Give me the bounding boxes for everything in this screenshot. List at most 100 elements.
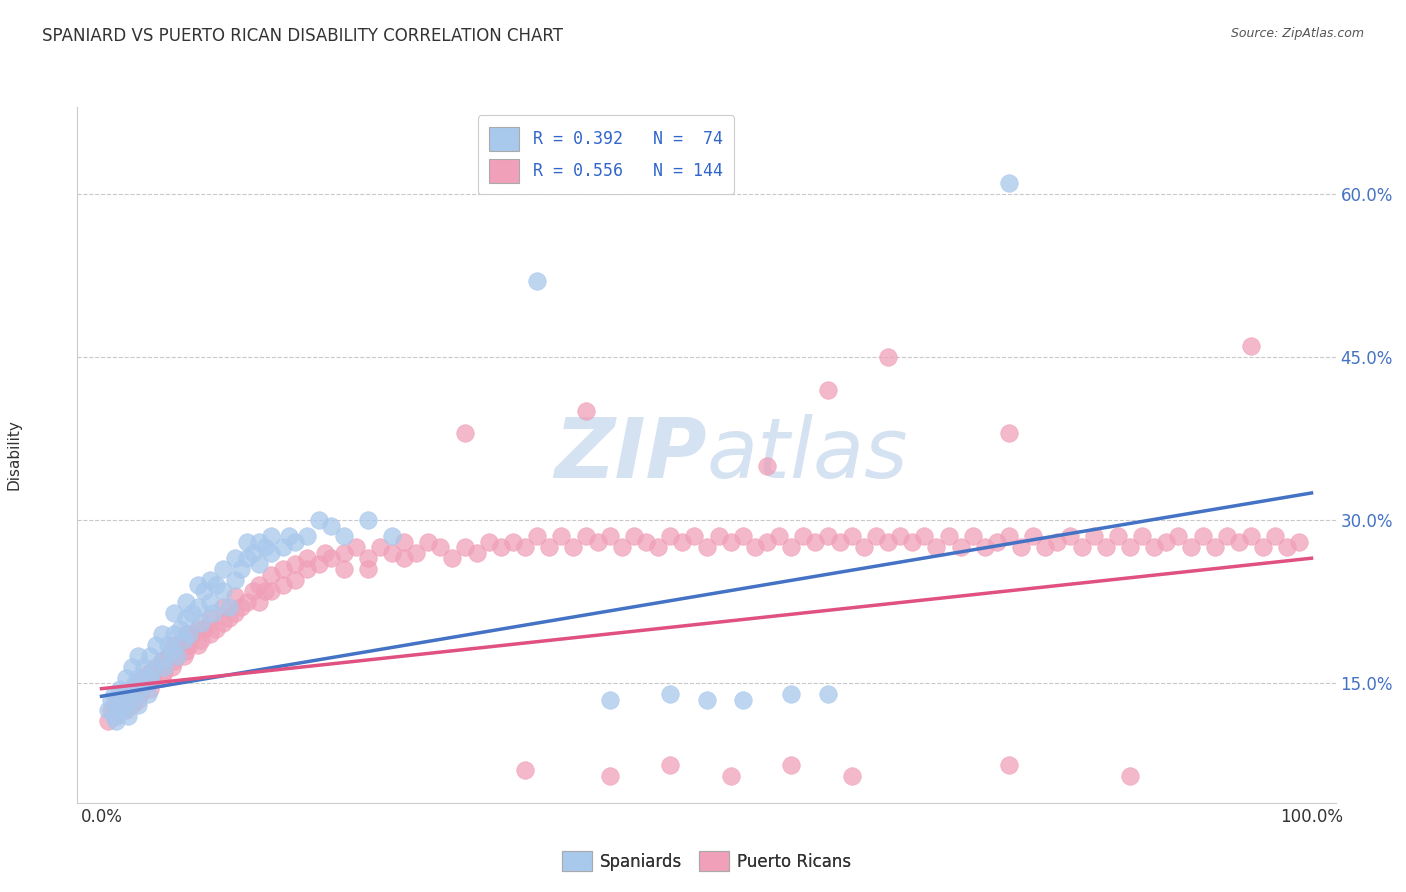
Point — [1119, 541, 1142, 555]
Point — [141, 665, 163, 680]
Point — [190, 632, 212, 647]
Point — [780, 687, 803, 701]
Point — [308, 513, 330, 527]
Point — [200, 595, 222, 609]
Point — [112, 687, 135, 701]
Point — [599, 529, 621, 543]
Text: ZIP: ZIP — [554, 415, 707, 495]
Point — [177, 627, 200, 641]
Point — [201, 606, 224, 620]
Point — [108, 698, 131, 712]
Point — [1204, 541, 1226, 555]
Point — [912, 529, 935, 543]
Point — [150, 671, 173, 685]
Point — [659, 687, 682, 701]
Point — [108, 703, 131, 717]
Point — [174, 611, 197, 625]
Point — [205, 578, 228, 592]
Point — [1059, 529, 1081, 543]
Point — [623, 529, 645, 543]
Point — [599, 692, 621, 706]
Point — [166, 648, 188, 663]
Point — [659, 529, 682, 543]
Point — [1191, 529, 1213, 543]
Point — [169, 638, 191, 652]
Point — [756, 534, 779, 549]
Point — [271, 541, 294, 555]
Point — [453, 426, 475, 441]
Point — [1130, 529, 1153, 543]
Point — [97, 703, 120, 717]
Point — [357, 551, 380, 566]
Point — [253, 541, 276, 555]
Point — [260, 546, 283, 560]
Point — [235, 534, 257, 549]
Point — [229, 562, 252, 576]
Point — [127, 648, 149, 663]
Point — [117, 708, 139, 723]
Legend: Spaniards, Puerto Ricans: Spaniards, Puerto Ricans — [555, 845, 858, 878]
Point — [108, 681, 131, 696]
Point — [193, 583, 215, 598]
Point — [1277, 541, 1299, 555]
Point — [136, 676, 159, 690]
Point — [998, 757, 1021, 772]
Point — [792, 529, 814, 543]
Point — [114, 687, 136, 701]
Point — [489, 541, 512, 555]
Point — [925, 541, 948, 555]
Point — [105, 708, 128, 723]
Point — [139, 648, 162, 663]
Point — [889, 529, 911, 543]
Point — [308, 557, 330, 571]
Point — [513, 541, 536, 555]
Point — [187, 600, 209, 615]
Point — [526, 274, 548, 288]
Point — [1240, 339, 1263, 353]
Point — [211, 562, 233, 576]
Point — [124, 676, 146, 690]
Point — [1119, 769, 1142, 783]
Point — [271, 578, 294, 592]
Point — [478, 534, 501, 549]
Point — [332, 546, 354, 560]
Point — [1046, 534, 1069, 549]
Point — [683, 529, 706, 543]
Point — [297, 562, 319, 576]
Text: SPANIARD VS PUERTO RICAN DISABILITY CORRELATION CHART: SPANIARD VS PUERTO RICAN DISABILITY CORR… — [42, 27, 564, 45]
Point — [139, 665, 162, 680]
Point — [124, 687, 146, 701]
Point — [344, 541, 367, 555]
Point — [1251, 541, 1274, 555]
Point — [235, 551, 257, 566]
Point — [260, 583, 283, 598]
Point — [1288, 534, 1310, 549]
Point — [973, 541, 995, 555]
Point — [332, 562, 354, 576]
Point — [114, 703, 136, 717]
Point — [938, 529, 960, 543]
Point — [357, 513, 380, 527]
Point — [200, 611, 222, 625]
Point — [381, 529, 404, 543]
Point — [187, 578, 209, 592]
Point — [181, 627, 204, 641]
Point — [108, 692, 131, 706]
Point — [181, 606, 204, 620]
Point — [224, 551, 246, 566]
Point — [150, 655, 173, 669]
Point — [145, 638, 167, 652]
Point — [200, 627, 222, 641]
Point — [160, 643, 183, 657]
Point — [1216, 529, 1239, 543]
Point — [586, 534, 609, 549]
Point — [211, 600, 233, 615]
Point — [780, 541, 803, 555]
Point — [1180, 541, 1202, 555]
Point — [671, 534, 693, 549]
Point — [187, 638, 209, 652]
Point — [986, 534, 1008, 549]
Point — [1022, 529, 1045, 543]
Point — [163, 606, 186, 620]
Point — [550, 529, 572, 543]
